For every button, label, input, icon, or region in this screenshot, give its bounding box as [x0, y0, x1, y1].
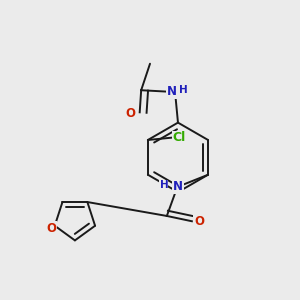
Text: H: H	[179, 85, 188, 95]
Text: Cl: Cl	[172, 131, 185, 144]
Text: H: H	[160, 180, 168, 190]
Text: N: N	[167, 85, 176, 98]
Text: O: O	[125, 107, 135, 120]
Text: O: O	[194, 215, 204, 228]
Text: N: N	[173, 180, 183, 193]
Text: O: O	[46, 222, 56, 235]
